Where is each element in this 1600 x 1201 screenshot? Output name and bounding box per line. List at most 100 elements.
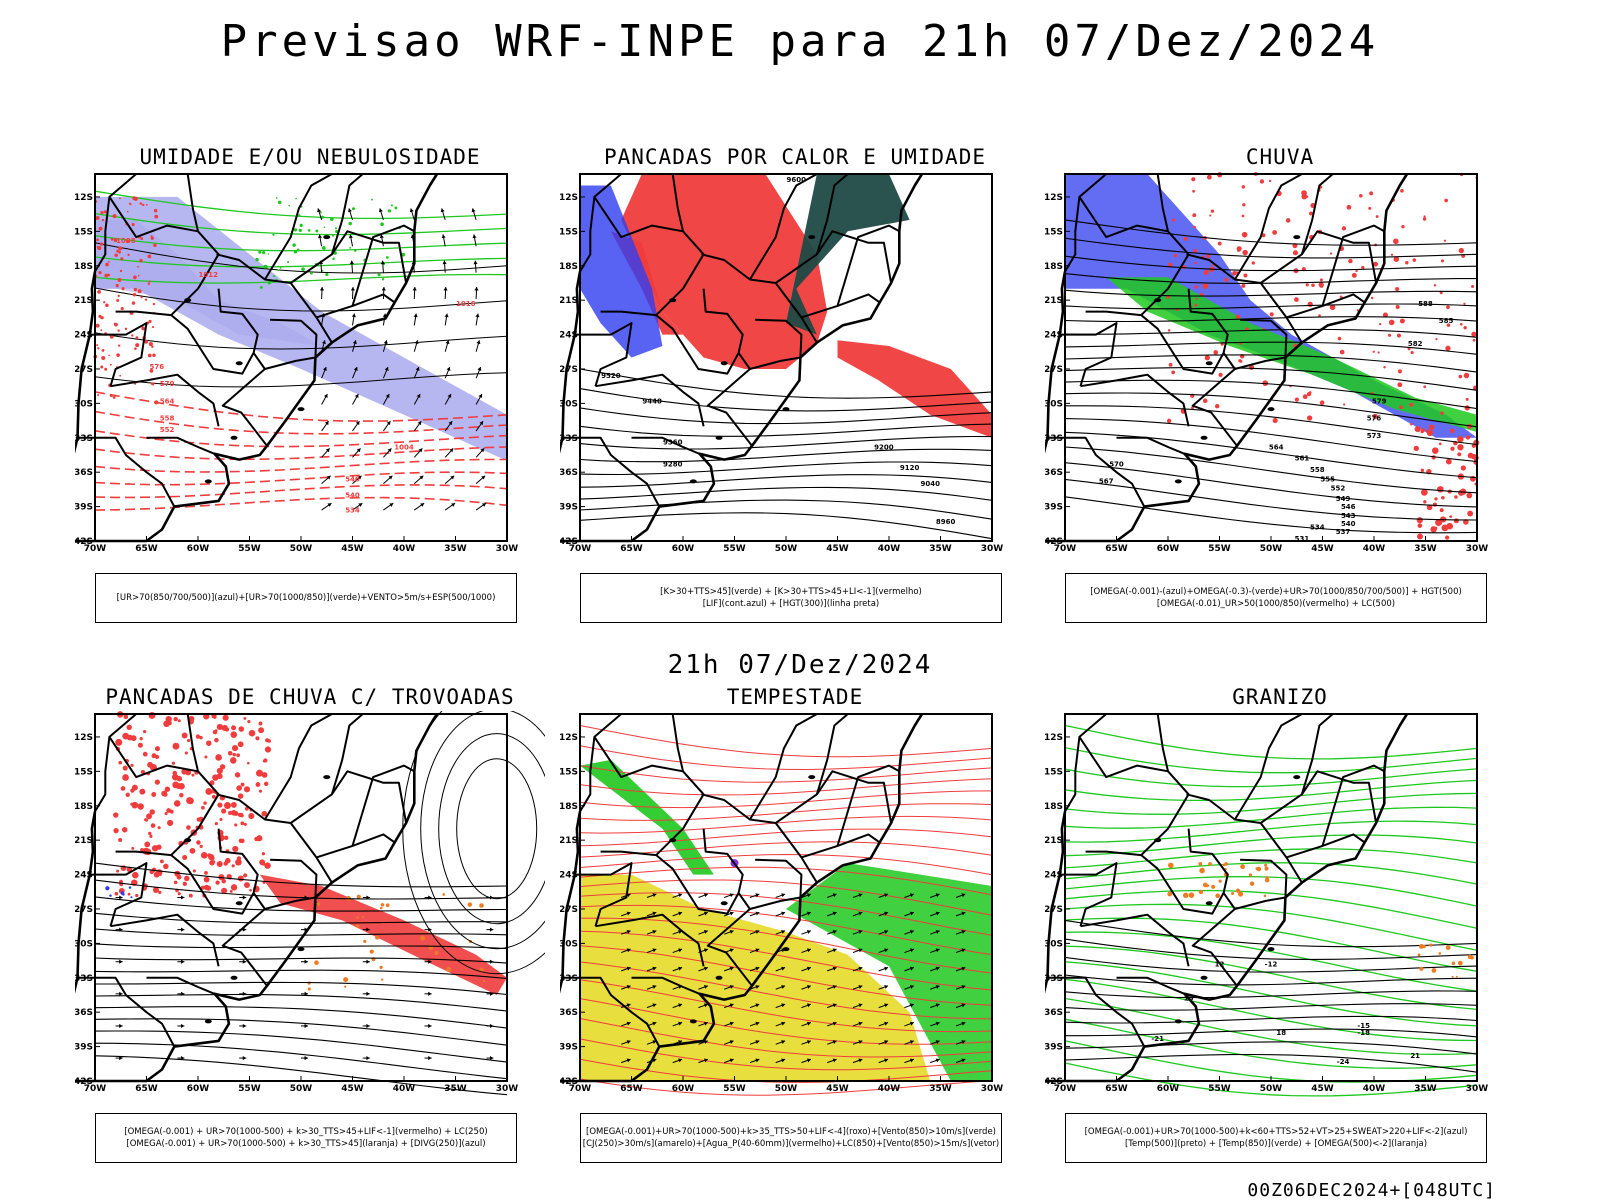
green-moisture-cell — [273, 275, 276, 278]
wind-vector-head — [626, 985, 631, 989]
green-moisture-cell — [331, 234, 335, 237]
thunderstorm-cell-red — [221, 887, 228, 894]
thunderstorm-cell-red — [216, 723, 223, 731]
legend-line: [UR>70(850/700/500)](azul)+[UR>70(1000/8… — [116, 593, 496, 603]
legend-line: [OMEGA(-0.001) + UR>70(1000-500) + k>30_… — [126, 1139, 486, 1149]
wind-vector-head — [352, 340, 357, 345]
streamline-loop — [438, 733, 545, 925]
streamline — [94, 943, 508, 950]
rain-cell-red — [1423, 500, 1427, 504]
thunderstorm-cell-red — [264, 862, 271, 869]
temp850-contour — [1064, 806, 1478, 829]
thunderstorm-cell-red — [258, 789, 263, 793]
streamline-arrow-head — [366, 1056, 370, 1061]
thunderstorm-cell-red — [204, 870, 208, 875]
thunderstorm-cell-red — [132, 871, 139, 879]
lon-label: 45W — [341, 1084, 364, 1094]
wind-vector-head — [832, 1058, 837, 1063]
state-border — [1260, 713, 1334, 824]
contour-label: 1016 — [456, 300, 476, 308]
lat-label: 15S — [1045, 227, 1063, 237]
lake-shape — [715, 435, 723, 440]
lon-label: 35W — [444, 1084, 467, 1094]
streamline-arrow-head — [304, 1056, 308, 1061]
state-border — [595, 913, 705, 967]
mid-date-label: 21h 07/Dez/2024 — [667, 650, 933, 680]
state-border — [264, 173, 333, 281]
temp850-contour — [1064, 978, 1478, 1042]
wind-vector-head — [324, 421, 329, 426]
thunderstorm-cell-red — [227, 750, 233, 756]
wind-vector-head — [884, 966, 889, 971]
thunderstorm-cell-red — [116, 869, 120, 873]
contour-label: 1012 — [199, 271, 219, 279]
rain-cell-red — [1450, 446, 1455, 451]
red-moisture-cell — [110, 237, 114, 241]
rain-cell-red — [1171, 370, 1176, 375]
lat-label: 15S — [75, 767, 93, 777]
contour-label: 573 — [1367, 432, 1382, 440]
thunderstorm-cell-red — [264, 746, 272, 753]
wind-vector-head — [326, 475, 331, 480]
thunderstorm-cell-red — [163, 863, 169, 870]
thunderstorm-cell-red — [236, 856, 242, 861]
lat-label: 21S — [560, 836, 578, 846]
rain-cell-red — [1413, 445, 1419, 452]
thunderstorm-cell-red — [221, 808, 227, 814]
red-moisture-cell — [125, 239, 130, 244]
thunderstorm-cell-red — [230, 731, 238, 738]
lake-shape — [204, 1019, 212, 1024]
rain-cell-red — [1348, 258, 1353, 264]
omega-cell-orange — [1429, 943, 1433, 947]
wind-vector-head — [961, 1021, 966, 1026]
lat-label: 39S — [1045, 1043, 1063, 1053]
lon-label: 70W — [84, 544, 107, 554]
lat-label: 27S — [75, 905, 93, 915]
thunderstorm-cell-red — [216, 767, 223, 774]
lat-label: 15S — [1045, 767, 1063, 777]
rain-cell-red — [1445, 458, 1452, 465]
temp500-contour — [1064, 956, 1478, 973]
thunderstorm-cell-orange — [483, 979, 486, 983]
lon-label: 40W — [393, 1084, 416, 1094]
streamline-arrow-head — [304, 1023, 308, 1029]
state-border — [1140, 288, 1229, 375]
streamline-arrow-head — [242, 991, 247, 996]
red-moisture-cell — [119, 269, 123, 273]
rain-cell-red — [1397, 369, 1402, 374]
thunderstorm-cell-red — [234, 823, 238, 827]
thunderstorm-cell-red — [214, 737, 219, 743]
streamline — [95, 981, 508, 996]
precipitable-water-contour — [579, 998, 993, 1045]
lat-label: 39S — [560, 1043, 578, 1053]
contour-label: 552 — [1331, 485, 1346, 493]
rain-cell-red — [1329, 252, 1333, 255]
thunderstorm-cell-orange — [314, 960, 319, 966]
lat-label: 39S — [75, 503, 93, 513]
omega-cell-orange — [1470, 955, 1474, 960]
wind-vector-head — [355, 421, 360, 426]
precipitable-water-contour — [579, 778, 993, 796]
state-border — [574, 862, 633, 927]
lon-label: 65W — [1105, 544, 1128, 554]
streamline-arrow-head — [242, 1023, 247, 1029]
rain-cell-red — [1396, 333, 1402, 338]
omega-cell-orange — [1218, 879, 1222, 883]
wind-vector-head — [478, 394, 483, 399]
state-border — [755, 318, 803, 358]
lat-label: 12S — [1045, 733, 1063, 743]
lat-label: 36S — [75, 468, 93, 478]
lat-label: 33S — [560, 974, 578, 984]
red-moisture-cell — [100, 316, 104, 320]
state-border — [775, 173, 849, 284]
lat-label: 33S — [1045, 974, 1063, 984]
legend-line: [K>30+TTS>45](verde) + [K>30+TTS>45+LI<-… — [660, 587, 922, 597]
lon-label: 30W — [1466, 544, 1489, 554]
red-moisture-cell — [148, 341, 153, 347]
rain-cell-red — [1453, 518, 1459, 524]
green-moisture-cell — [315, 229, 319, 233]
lat-label: 30S — [1045, 939, 1063, 949]
lon-label: 45W — [341, 544, 364, 554]
lat-label: 18S — [560, 802, 578, 812]
rain-cell-red — [1444, 198, 1448, 203]
